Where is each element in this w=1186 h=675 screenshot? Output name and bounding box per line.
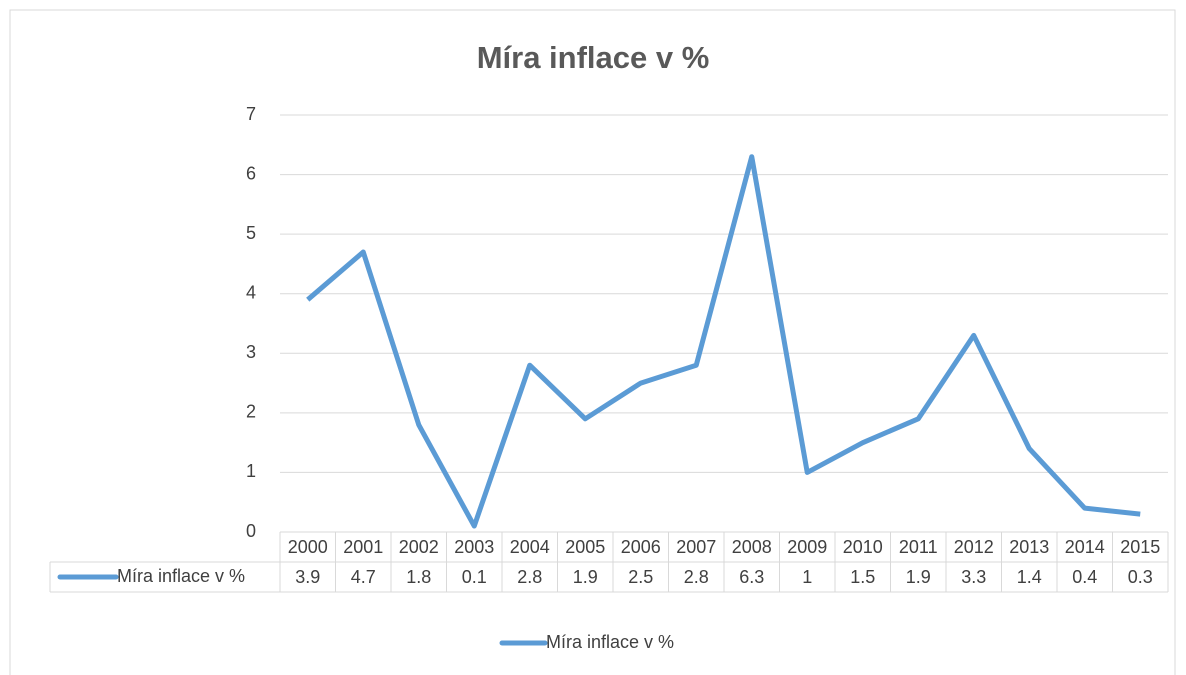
y-tick-label: 4: [246, 282, 256, 302]
table-value: 0.1: [462, 567, 487, 587]
x-tick-label: 2004: [510, 537, 550, 557]
x-tick-label: 2014: [1065, 537, 1105, 557]
x-tick-label: 2012: [954, 537, 994, 557]
table-value: 2.5: [628, 567, 653, 587]
x-tick-label: 2001: [343, 537, 383, 557]
table-value: 0.3: [1128, 567, 1153, 587]
legend-label: Míra inflace v %: [546, 632, 674, 652]
y-tick-label: 6: [246, 163, 256, 183]
table-value: 3.3: [961, 567, 986, 587]
y-tick-label: 5: [246, 223, 256, 243]
y-tick-label: 1: [246, 461, 256, 481]
x-tick-label: 2006: [621, 537, 661, 557]
table-value: 1.5: [850, 567, 875, 587]
x-tick-label: 2007: [676, 537, 716, 557]
chart-area: [9, 9, 1176, 675]
y-tick-label: 3: [246, 342, 256, 362]
table-value: 1: [802, 567, 812, 587]
x-tick-label: 2005: [565, 537, 605, 557]
x-tick-label: 2009: [787, 537, 827, 557]
table-row-label: Míra inflace v %: [117, 566, 245, 586]
table-value: 2.8: [517, 567, 542, 587]
series-line: [306, 154, 1141, 529]
table-value: 0.4: [1072, 567, 1097, 587]
table-value: 6.3: [739, 567, 764, 587]
x-tick-label: 2002: [399, 537, 439, 557]
x-tick-label: 2010: [843, 537, 883, 557]
x-tick-label: 2000: [288, 537, 328, 557]
chart-title: Míra inflace v %: [477, 40, 710, 75]
table-value: 1.8: [406, 567, 431, 587]
table-value: 1.9: [573, 567, 598, 587]
table-value: 3.9: [295, 567, 320, 587]
x-tick-label: 2013: [1009, 537, 1049, 557]
y-tick-label: 0: [246, 521, 256, 541]
y-tick-label: 2: [246, 402, 256, 422]
x-tick-label: 2015: [1120, 537, 1160, 557]
x-tick-label: 2008: [732, 537, 772, 557]
table-value: 4.7: [351, 567, 376, 587]
x-tick-label: 2011: [899, 537, 938, 557]
table-value: 2.8: [684, 567, 709, 587]
x-tick-label: 2003: [454, 537, 494, 557]
table-value: 1.9: [906, 567, 931, 587]
table-value: 1.4: [1017, 567, 1042, 587]
y-tick-label: 7: [246, 104, 256, 124]
